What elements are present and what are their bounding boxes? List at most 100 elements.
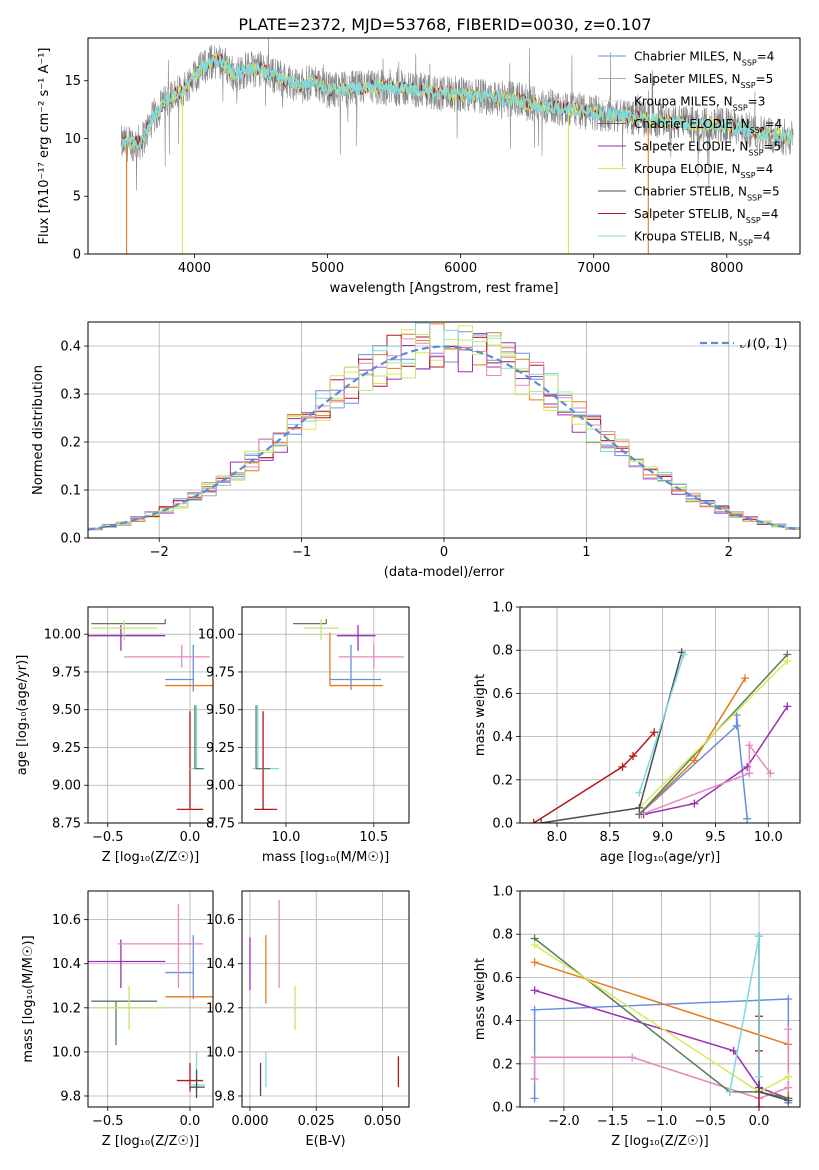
x-tick-label: −1.0 (646, 1114, 678, 1129)
age_vs_mass-axes: 10.0 10.5 8.75 9.00 9.25 9.50 9.75 10.00 mass [l… (198, 607, 409, 865)
residuals-ylabel: Normed distribution (31, 365, 46, 495)
y-tick-label: 10.4 (52, 957, 81, 972)
series-marker (784, 1025, 793, 1034)
y-tick-label: 0.4 (492, 1014, 513, 1029)
series-marker (783, 657, 792, 665)
legend-subscript: SSP (741, 81, 756, 90)
y-tick-label: 0 (73, 248, 81, 263)
series-marker (618, 762, 627, 771)
spectrum-model-line (120, 55, 794, 151)
mass_vs_Z-axes: −0.5 0.0 9.8 10.0 10.2 10.4 10.6 Z [log₁₀(Z/Z☉)… (21, 891, 213, 1149)
residuals-frame (87, 321, 801, 539)
y-tick-label: 0.2 (60, 436, 81, 451)
legend-subscript: SSP (750, 126, 765, 135)
y-tick-label: 10.00 (44, 628, 81, 643)
mass_weight_vs_Z-lines (530, 932, 793, 1107)
legend-label: Chabrier STELIB, NSSP=5 (634, 185, 780, 203)
series-marker (635, 788, 644, 797)
age_vs_Z-frame (87, 606, 214, 824)
y-tick-label: 0.4 (60, 340, 81, 355)
mass_vs_Z-xlabel: Z [log₁₀(Z/Z☉)] (102, 1134, 199, 1149)
legend-value: =5 (763, 140, 781, 154)
residual-histograms (88, 322, 800, 532)
mass_vs_ebv-frame (241, 890, 410, 1108)
x-tick-label: 0.0 (180, 1114, 201, 1129)
mass_vs_Z-points (88, 904, 213, 1099)
legend-subscript: SSP (748, 148, 763, 157)
spectrum-lines (120, 38, 794, 254)
y-tick-label: 0.3 (60, 388, 81, 403)
x-tick-label: 0.050 (364, 1114, 401, 1129)
y-tick-label: 9.75 (206, 665, 235, 680)
legend-subscript: SSP (742, 58, 757, 67)
x-tick-label: 8.0 (547, 830, 568, 845)
mass-weight-series (638, 660, 788, 809)
normal-curve (88, 345, 798, 531)
x-tick-label: −0.5 (92, 830, 124, 845)
series-marker (530, 1094, 539, 1103)
series-marker (783, 702, 792, 711)
mass_weight_vs_age-frame (519, 606, 801, 824)
mass_vs_ebv-xlabel: E(B-V) (305, 1134, 345, 1149)
y-tick-label: 9.50 (52, 703, 81, 718)
y-tick-label: 1.0 (492, 601, 513, 616)
series-marker (784, 1072, 793, 1081)
x-tick-label: 10.0 (754, 830, 783, 845)
x-tick-label: 7000 (577, 261, 610, 276)
age_vs_mass-points (252, 619, 404, 811)
x-tick-label: 1 (582, 545, 590, 560)
legend-label: Kroupa ELODIE, NSSP=4 (634, 162, 773, 180)
y-tick-label: 10.0 (52, 1045, 81, 1060)
y-tick-label: 9.50 (206, 703, 235, 718)
series-marker (784, 1096, 793, 1105)
x-tick-label: −1 (292, 545, 311, 560)
mass_vs_Z-frame (87, 890, 214, 1108)
legend-label: Salpeter ELODIE, NSSP=5 (634, 140, 781, 158)
series-marker (628, 1053, 637, 1062)
y-tick-label: 8.75 (206, 817, 235, 832)
mass-weight-series (638, 654, 685, 794)
x-tick-label: 6000 (444, 261, 477, 276)
mass_vs_Z-ylabel: mass [log₁₀(M/M☉)] (21, 935, 36, 1062)
series-marker (530, 986, 539, 995)
y-tick-label: 9.75 (52, 665, 81, 680)
x-tick-label: −0.5 (694, 1114, 726, 1129)
series-marker (679, 650, 688, 659)
series-marker (755, 1087, 764, 1096)
legend-subscript: SSP (738, 238, 753, 247)
series-marker (732, 721, 741, 730)
x-tick-label: 10.0 (271, 830, 300, 845)
legend-label: Salpeter STELIB, NSSP=4 (634, 207, 778, 225)
mass_weight_vs_age-lines (529, 648, 792, 823)
age_vs_Z-xlabel: Z [log₁₀(Z/Z☉)] (102, 850, 199, 865)
y-tick-label: 9.8 (60, 1089, 81, 1104)
series-marker (629, 752, 638, 761)
y-tick-label: 0.2 (492, 773, 513, 788)
y-tick-label: 10.4 (206, 957, 235, 972)
legend-value: =5 (756, 72, 774, 86)
y-tick-label: 10.00 (198, 628, 235, 643)
age_vs_Z-axes: −0.5 0.0 8.75 9.00 9.25 9.50 9.75 10.00 Z [log₁₀… (15, 607, 213, 865)
mass-weight-series (638, 714, 748, 819)
series-marker (784, 995, 793, 1003)
residuals-legend: 𝒩(0, 1) (700, 337, 787, 352)
spectrum-title: PLATE=2372, MJD=53768, FIBERID=0030, z=0… (238, 15, 651, 34)
y-tick-label: 8.75 (52, 817, 81, 832)
legend-label: Salpeter MILES, NSSP=5 (634, 72, 773, 90)
series-marker (635, 803, 644, 812)
x-tick-label: 4000 (178, 261, 211, 276)
y-tick-label: 0.6 (492, 687, 513, 702)
series-marker (530, 958, 539, 967)
x-tick-label: 10.5 (359, 830, 388, 845)
y-tick-label: 0.0 (60, 532, 81, 547)
series-marker (530, 1074, 539, 1083)
spectrum-legend: Chabrier MILES, NSSP=4 Salpeter MILES, NS… (598, 50, 782, 247)
series-marker (729, 1046, 738, 1055)
series-marker (745, 769, 754, 778)
series-marker (755, 1072, 764, 1081)
mass_weight_vs_Z-xlabel: Z [log₁₀(Z/Z☉)] (611, 1134, 708, 1149)
series-marker (741, 674, 750, 683)
x-tick-label: 2 (725, 545, 733, 560)
series-marker (650, 728, 659, 737)
